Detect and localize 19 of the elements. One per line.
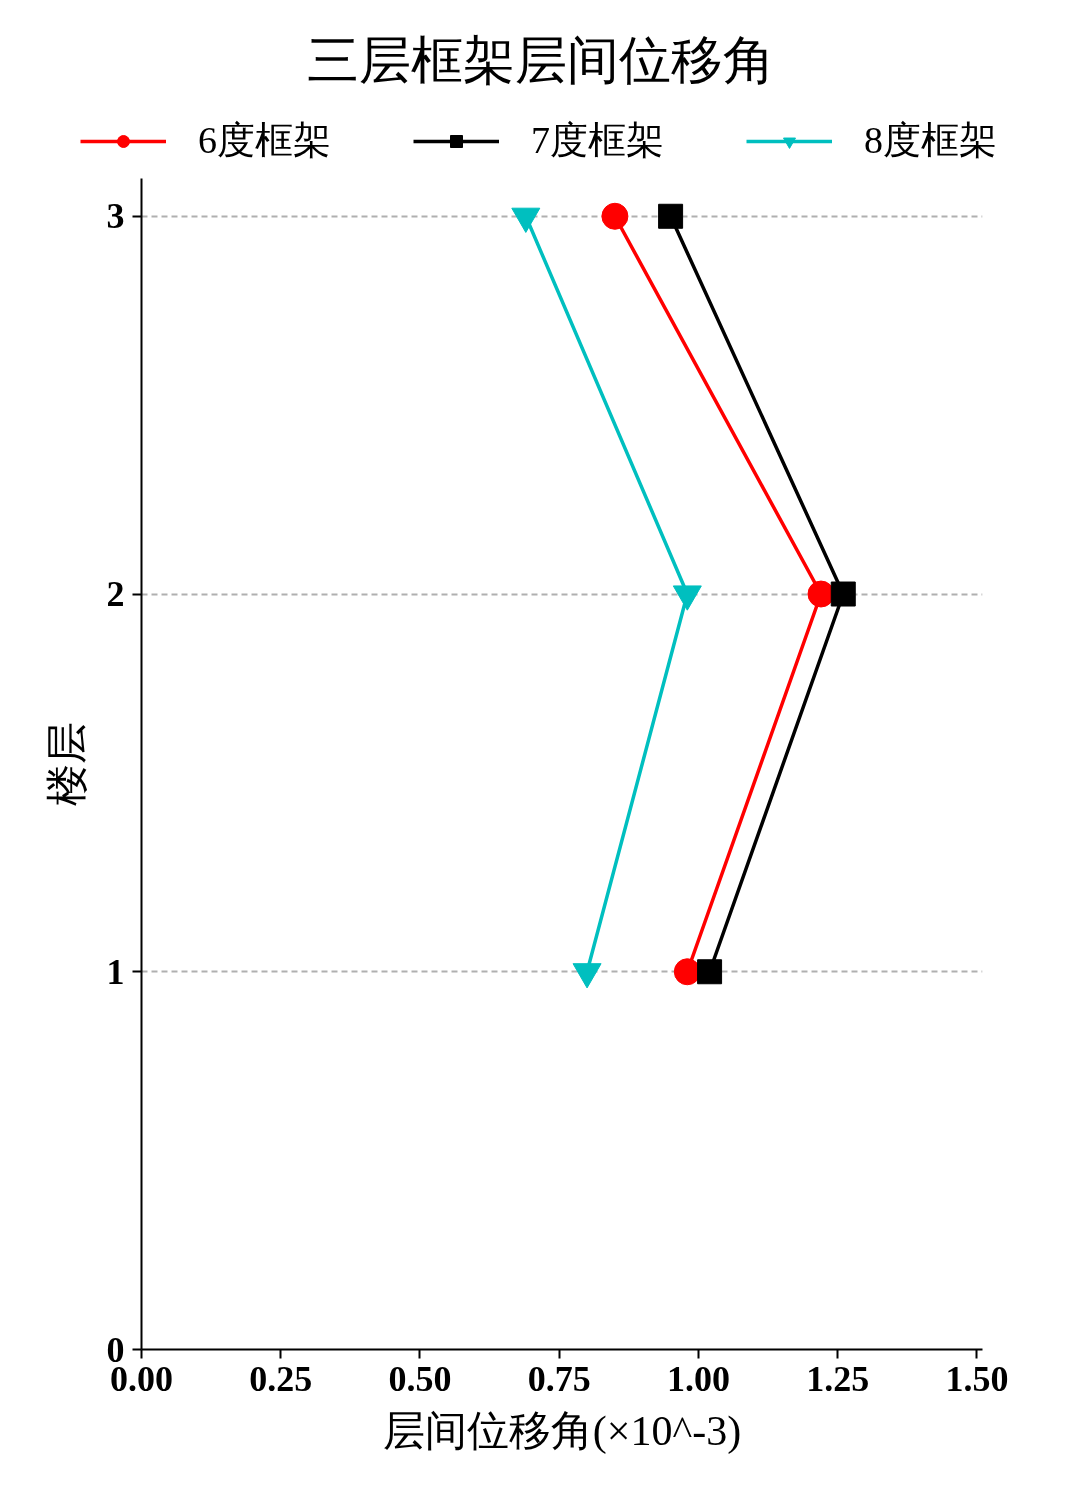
chart-title: 三层框架层间位移角 bbox=[306, 31, 775, 89]
x-tick-label: 0.75 bbox=[527, 1358, 591, 1399]
y-axis-title: 楼层 bbox=[43, 722, 90, 806]
x-tick-label: 1.50 bbox=[945, 1358, 1009, 1399]
y-tick-label: 2 bbox=[106, 574, 125, 615]
legend-label: 7度框架 bbox=[531, 118, 664, 163]
point bbox=[658, 203, 684, 229]
point bbox=[830, 581, 856, 607]
x-tick-label: 0.25 bbox=[249, 1358, 313, 1399]
x-axis-title: 层间位移角(×10^-3) bbox=[382, 1407, 742, 1455]
x-tick-label: 1.25 bbox=[806, 1358, 870, 1399]
y-tick-label: 1 bbox=[106, 951, 125, 992]
x-tick-label: 1.00 bbox=[666, 1358, 730, 1399]
legend-label: 8度框架 bbox=[864, 118, 997, 163]
x-tick-label: 0.50 bbox=[388, 1358, 452, 1399]
legend-label: 6度框架 bbox=[198, 118, 331, 163]
y-tick-label: 3 bbox=[106, 196, 125, 237]
point bbox=[601, 202, 629, 230]
point bbox=[697, 959, 723, 985]
